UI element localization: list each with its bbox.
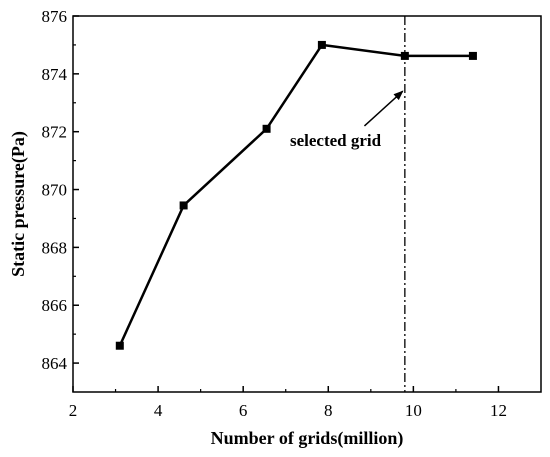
x-tick-label-12: 12 bbox=[490, 401, 507, 420]
annotation-label: selected grid bbox=[290, 131, 382, 150]
series-line-0 bbox=[118, 43, 473, 347]
data-point bbox=[179, 201, 188, 210]
data-point bbox=[468, 51, 477, 60]
y-tick-label-872: 872 bbox=[42, 123, 68, 142]
y-tick-label-866: 866 bbox=[42, 296, 68, 315]
data-point bbox=[317, 40, 326, 49]
y-tick-label-870: 870 bbox=[42, 181, 68, 200]
x-axis-title: Number of grids(million) bbox=[211, 428, 404, 449]
x-tick-label-8: 8 bbox=[324, 401, 333, 420]
x-tick-label-2: 2 bbox=[69, 401, 78, 420]
y-tick-label-876: 876 bbox=[42, 7, 68, 26]
x-tick-label-6: 6 bbox=[239, 401, 248, 420]
x-tick-label-4: 4 bbox=[154, 401, 163, 420]
x-tick-label-10: 10 bbox=[405, 401, 422, 420]
data-point bbox=[115, 341, 124, 350]
y-tick-label-864: 864 bbox=[42, 354, 68, 373]
annotation-arrow bbox=[363, 90, 404, 127]
plot-frame bbox=[72, 15, 542, 393]
data-point bbox=[400, 51, 409, 60]
y-tick-label-874: 874 bbox=[42, 65, 68, 84]
y-axis-title: Static pressure(Pa) bbox=[8, 131, 29, 277]
data-point bbox=[262, 124, 271, 133]
y-tick-label-868: 868 bbox=[42, 238, 68, 257]
